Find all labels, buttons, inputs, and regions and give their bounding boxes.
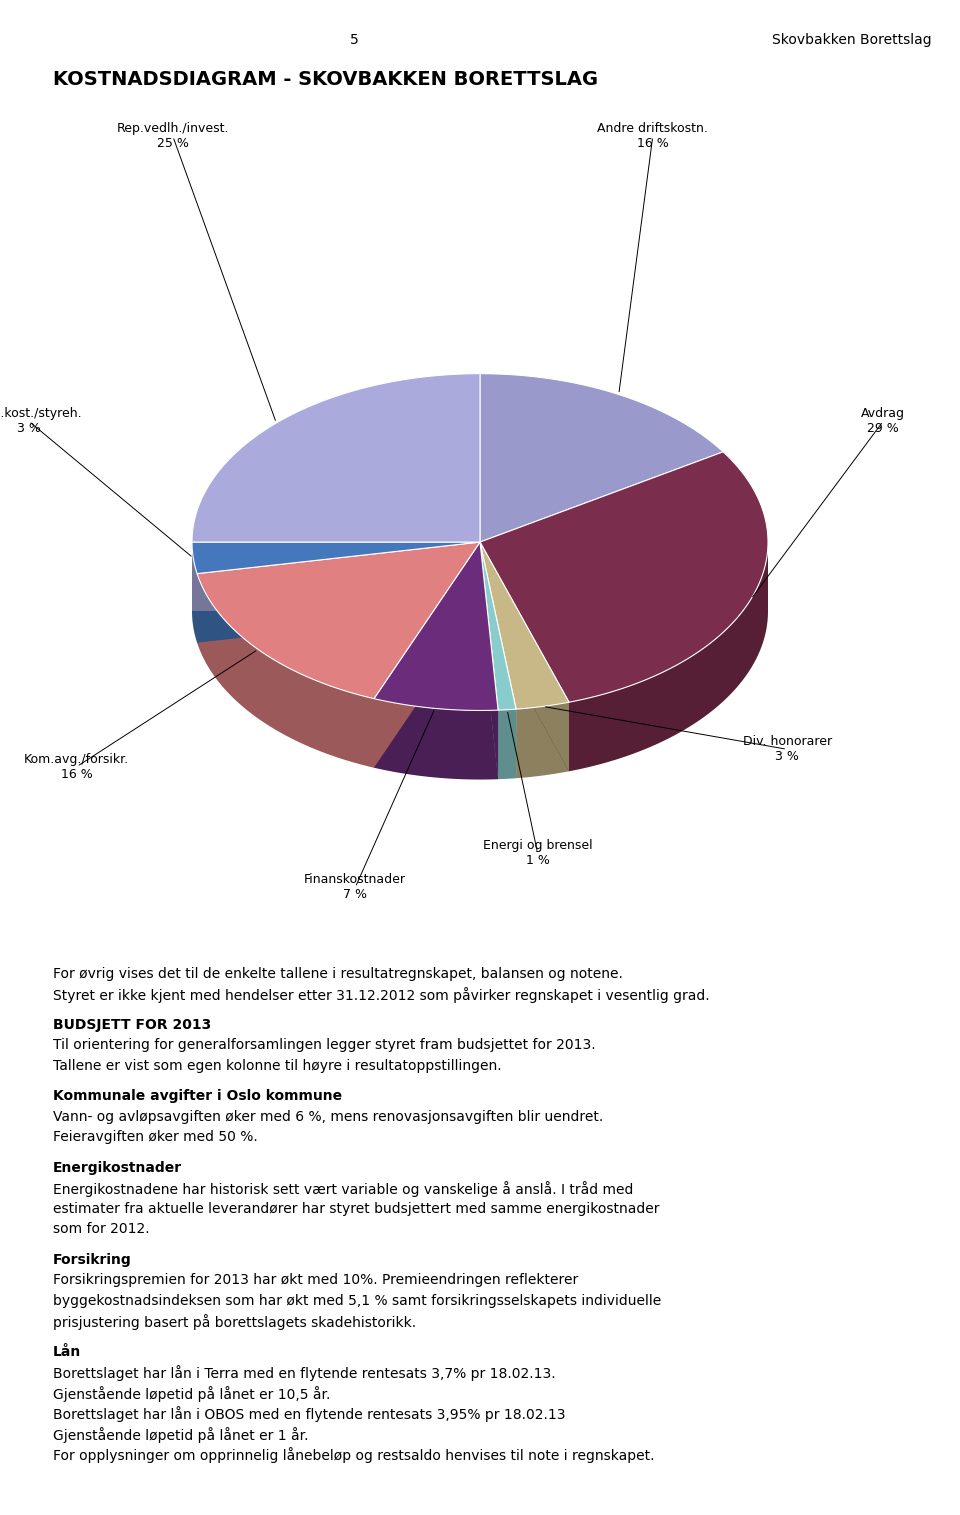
Text: 5: 5 xyxy=(350,32,359,47)
Polygon shape xyxy=(480,542,569,771)
Polygon shape xyxy=(516,703,569,779)
Polygon shape xyxy=(197,574,374,768)
Text: Styret er ikke kjent med hendelser etter 31.12.2012 som påvirker regnskapet i ve: Styret er ikke kjent med hendelser etter… xyxy=(53,988,709,1003)
Polygon shape xyxy=(197,542,480,642)
Text: Feieravgiften øker med 50 %.: Feieravgiften øker med 50 %. xyxy=(53,1130,257,1144)
Text: Andre driftskostn.
16 %: Andre driftskostn. 16 % xyxy=(597,123,708,150)
Text: Forsikring: Forsikring xyxy=(53,1253,132,1267)
Text: prisjustering basert på borettslagets skadehistorikk.: prisjustering basert på borettslagets sk… xyxy=(53,1315,416,1330)
Polygon shape xyxy=(480,542,516,711)
Polygon shape xyxy=(480,542,569,771)
Text: Tallene er vist som egen kolonne til høyre i resultatoppstillingen.: Tallene er vist som egen kolonne til høy… xyxy=(53,1059,501,1073)
Text: Borettslaget har lån i OBOS med en flytende rentesats 3,95% pr 18.02.13: Borettslaget har lån i OBOS med en flyte… xyxy=(53,1406,565,1423)
Text: Gjenstående løpetid på lånet er 10,5 år.: Gjenstående løpetid på lånet er 10,5 år. xyxy=(53,1386,330,1401)
Polygon shape xyxy=(192,542,480,574)
Polygon shape xyxy=(480,542,498,779)
Polygon shape xyxy=(480,542,498,779)
Polygon shape xyxy=(498,709,516,779)
Text: For opplysninger om opprinnelig lånebeløp og restsaldo henvises til note i regns: For opplysninger om opprinnelig lånebelø… xyxy=(53,1447,655,1463)
Text: Energikostnader: Energikostnader xyxy=(53,1160,182,1174)
Text: Finanskostnader
7 %: Finanskostnader 7 % xyxy=(304,874,406,901)
Polygon shape xyxy=(197,542,480,698)
Polygon shape xyxy=(192,374,480,542)
Text: Borettslaget har lån i Terra med en flytende rentesats 3,7% pr 18.02.13.: Borettslaget har lån i Terra med en flyt… xyxy=(53,1365,556,1382)
Text: Til orientering for generalforsamlingen legger styret fram budsjettet for 2013.: Til orientering for generalforsamlingen … xyxy=(53,1038,595,1051)
Polygon shape xyxy=(480,542,516,779)
Polygon shape xyxy=(569,542,768,771)
Text: Skovbakken Borettslag: Skovbakken Borettslag xyxy=(772,32,931,47)
Text: Kom.avg./forsikr.
16 %: Kom.avg./forsikr. 16 % xyxy=(24,753,130,780)
Polygon shape xyxy=(480,542,569,709)
Text: som for 2012.: som for 2012. xyxy=(53,1223,150,1236)
Text: byggekostnadsindeksen som har økt med 5,1 % samt forsikringsselskapets individue: byggekostnadsindeksen som har økt med 5,… xyxy=(53,1294,661,1307)
Text: BUDSJETT FOR 2013: BUDSJETT FOR 2013 xyxy=(53,1018,211,1032)
Text: Vann- og avløpsavgiften øker med 6 %, mens renovasjonsavgiften blir uendret.: Vann- og avløpsavgiften øker med 6 %, me… xyxy=(53,1109,603,1124)
Polygon shape xyxy=(480,374,723,542)
Text: Pers.kost./styreh.
3 %: Pers.kost./styreh. 3 % xyxy=(0,408,83,435)
Polygon shape xyxy=(192,542,197,642)
Polygon shape xyxy=(480,542,516,779)
Text: Rep.vedlh./invest.
25 %: Rep.vedlh./invest. 25 % xyxy=(116,123,229,150)
Polygon shape xyxy=(192,542,480,611)
Polygon shape xyxy=(374,542,498,711)
Text: estimater fra aktuelle leverandører har styret budsjettert med samme energikostn: estimater fra aktuelle leverandører har … xyxy=(53,1201,660,1215)
Text: For øvrig vises det til de enkelte tallene i resultatregnskapet, balansen og not: For øvrig vises det til de enkelte talle… xyxy=(53,967,623,980)
Text: Avdrag
29 %: Avdrag 29 % xyxy=(861,408,905,435)
Text: KOSTNADSDIAGRAM - SKOVBAKKEN BORETTSLAG: KOSTNADSDIAGRAM - SKOVBAKKEN BORETTSLAG xyxy=(53,70,598,89)
Polygon shape xyxy=(480,451,768,703)
Text: Forsikringspremien for 2013 har økt med 10%. Premieendringen reflekterer: Forsikringspremien for 2013 har økt med … xyxy=(53,1274,578,1288)
Text: Energikostnadene har historisk sett vært variable og vanskelige å anslå. I tråd : Energikostnadene har historisk sett vært… xyxy=(53,1182,634,1197)
Text: Gjenstående løpetid på lånet er 1 år.: Gjenstående løpetid på lånet er 1 år. xyxy=(53,1427,308,1442)
Polygon shape xyxy=(374,542,480,768)
Polygon shape xyxy=(192,542,480,611)
Polygon shape xyxy=(374,542,480,768)
Polygon shape xyxy=(374,698,498,780)
Polygon shape xyxy=(197,542,480,642)
Text: Div. honorarer
3 %: Div. honorarer 3 % xyxy=(743,735,831,764)
Text: Energi og brensel
1 %: Energi og brensel 1 % xyxy=(483,839,592,867)
Text: Kommunale avgifter i Oslo kommune: Kommunale avgifter i Oslo kommune xyxy=(53,1089,342,1103)
Text: Lån: Lån xyxy=(53,1345,81,1359)
